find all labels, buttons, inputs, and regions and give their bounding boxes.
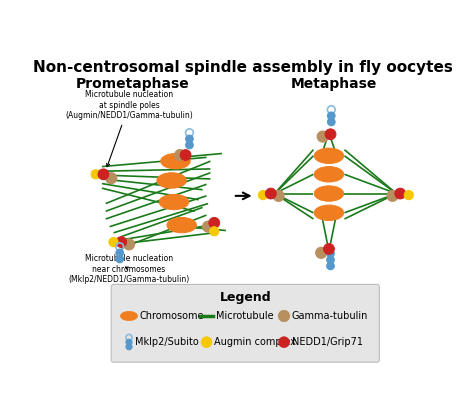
Ellipse shape bbox=[314, 148, 344, 164]
Ellipse shape bbox=[314, 205, 344, 221]
Circle shape bbox=[317, 131, 328, 142]
Circle shape bbox=[98, 169, 109, 180]
Ellipse shape bbox=[161, 154, 190, 169]
Ellipse shape bbox=[167, 217, 196, 233]
Circle shape bbox=[404, 190, 413, 200]
Text: Metaphase: Metaphase bbox=[291, 76, 378, 90]
Text: Chromosome: Chromosome bbox=[140, 311, 204, 321]
Circle shape bbox=[328, 112, 335, 120]
Ellipse shape bbox=[157, 173, 186, 188]
Circle shape bbox=[126, 339, 132, 345]
Circle shape bbox=[209, 217, 219, 228]
Circle shape bbox=[265, 188, 276, 199]
Circle shape bbox=[279, 311, 290, 321]
Ellipse shape bbox=[314, 186, 344, 201]
Circle shape bbox=[395, 188, 406, 199]
Circle shape bbox=[116, 255, 124, 263]
Circle shape bbox=[116, 237, 127, 247]
Circle shape bbox=[106, 173, 117, 183]
FancyBboxPatch shape bbox=[111, 285, 379, 362]
Circle shape bbox=[201, 337, 212, 348]
Circle shape bbox=[273, 190, 284, 201]
Ellipse shape bbox=[159, 195, 189, 210]
Ellipse shape bbox=[120, 311, 137, 320]
Circle shape bbox=[328, 118, 335, 126]
Circle shape bbox=[327, 262, 334, 270]
Circle shape bbox=[109, 237, 118, 247]
Circle shape bbox=[279, 337, 290, 348]
Circle shape bbox=[327, 256, 334, 263]
Circle shape bbox=[175, 150, 186, 160]
Text: Prometaphase: Prometaphase bbox=[76, 76, 190, 90]
Circle shape bbox=[324, 244, 334, 254]
Circle shape bbox=[258, 190, 268, 200]
Text: Legend: Legend bbox=[219, 291, 271, 304]
Circle shape bbox=[186, 135, 193, 143]
Circle shape bbox=[124, 239, 135, 250]
Circle shape bbox=[91, 170, 100, 179]
Circle shape bbox=[210, 227, 219, 236]
Text: Non-centrosomal spindle assembly in fly oocytes: Non-centrosomal spindle assembly in fly … bbox=[33, 60, 453, 75]
Text: Mklp2/Subito: Mklp2/Subito bbox=[135, 337, 199, 347]
Circle shape bbox=[116, 249, 124, 257]
Circle shape bbox=[316, 247, 327, 258]
Circle shape bbox=[325, 129, 336, 140]
Text: Gamma-tubulin: Gamma-tubulin bbox=[292, 311, 368, 321]
Circle shape bbox=[186, 141, 193, 149]
Text: Microtubule: Microtubule bbox=[216, 311, 273, 321]
Text: Microtubule nucleation
at spindle poles
(Augmin/NEDD1/Gamma-tubulin): Microtubule nucleation at spindle poles … bbox=[65, 90, 193, 167]
Circle shape bbox=[202, 221, 213, 232]
Text: Augmin complex: Augmin complex bbox=[214, 337, 296, 347]
Text: Microtubule nucleation
near chromosomes
(Mklp2/NEDD1/Gamma-tubulin): Microtubule nucleation near chromosomes … bbox=[68, 254, 190, 284]
Ellipse shape bbox=[314, 166, 344, 182]
Circle shape bbox=[387, 190, 398, 201]
Text: NEDD1/Grip71: NEDD1/Grip71 bbox=[292, 337, 363, 347]
Circle shape bbox=[327, 250, 334, 257]
Circle shape bbox=[126, 344, 132, 350]
Circle shape bbox=[180, 150, 191, 160]
